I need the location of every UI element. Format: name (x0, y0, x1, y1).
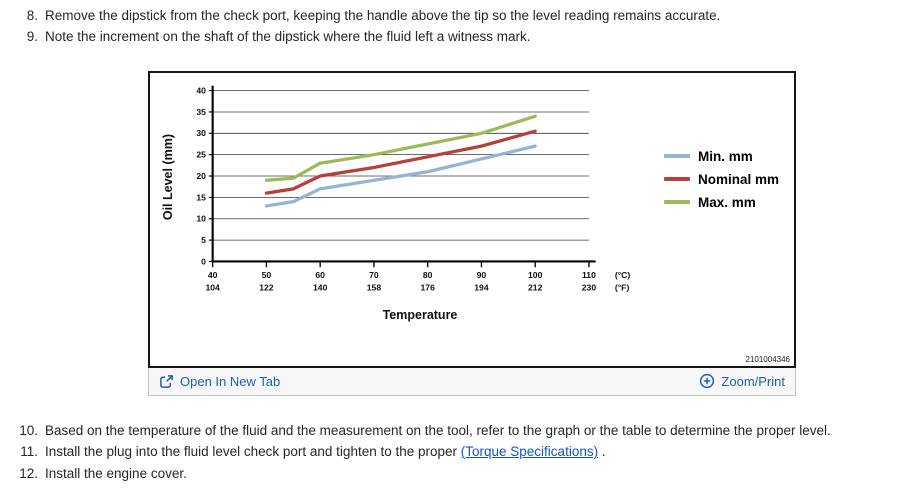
chart-panel: Oil Level (mm) 0 5 10 15 20 25 30 35 40 40 104 50 12… (148, 71, 796, 368)
legend-item: Min. mm (664, 149, 788, 164)
svg-text:110: 110 (582, 270, 596, 280)
legend-line-swatch (664, 154, 690, 159)
open-in-new-tab-label: Open In New Tab (180, 373, 281, 389)
instruction-text: Install the engine cover. (45, 465, 187, 481)
instruction-number: 9. (26, 28, 38, 44)
instruction-text: Remove the dipstick from the check port,… (45, 8, 721, 23)
legend-item: Nominal mm (664, 172, 788, 187)
instruction-number: 11. (20, 444, 38, 460)
legend-label: Nominal mm (698, 171, 780, 187)
open-in-new-tab-button[interactable]: Open In New Tab (159, 374, 280, 389)
svg-text:15: 15 (196, 192, 206, 202)
circle-plus-icon (699, 373, 715, 389)
svg-text:140: 140 (313, 282, 328, 292)
instructions-bottom: 10. Based on the temperature of the fluid… (12, 420, 898, 485)
svg-text:230: 230 (582, 282, 597, 292)
instruction-item: 11. Install the plug into the fluid level… (12, 441, 898, 463)
figure-id: 2101004346 (745, 354, 791, 364)
legend-line-swatch (664, 177, 690, 182)
chart-legend: Min. mm Nominal mm Max. mm (660, 81, 790, 322)
svg-text:50: 50 (262, 270, 272, 280)
svg-text:10: 10 (196, 214, 206, 224)
zoom-print-button[interactable]: Zoom/Print (699, 373, 785, 389)
svg-text:60: 60 (315, 270, 325, 280)
svg-text:5: 5 (201, 235, 206, 245)
svg-text:20: 20 (196, 171, 206, 181)
instruction-item: 8. Remove the dipstick from the check por… (12, 6, 898, 27)
figure-toolbar: Open In New Tab Zoom/Print (148, 367, 796, 396)
svg-text:122: 122 (259, 282, 274, 292)
svg-text:40: 40 (196, 85, 206, 95)
svg-text:80: 80 (423, 270, 433, 280)
svg-text:212: 212 (528, 282, 543, 292)
zoom-print-label: Zoom/Print (721, 373, 785, 389)
svg-text:176: 176 (420, 282, 435, 292)
svg-text:100: 100 (528, 270, 543, 280)
svg-text:104: 104 (205, 282, 220, 292)
open-in-new-tab-icon (159, 374, 174, 389)
svg-text:0: 0 (201, 256, 206, 266)
legend-label: Max. mm (698, 194, 756, 210)
svg-text:194: 194 (474, 282, 489, 292)
svg-text:30: 30 (196, 128, 206, 138)
svg-text:158: 158 (367, 282, 382, 292)
instruction-number: 8. (26, 8, 38, 23)
svg-text:40: 40 (208, 270, 218, 280)
figure-block: Oil Level (mm) 0 5 10 15 20 25 30 35 40 40 104 50 12… (148, 71, 796, 396)
instruction-text: Note the increment on the shaft of the d… (45, 28, 531, 44)
legend-item: Max. mm (664, 195, 788, 210)
y-axis-label-column: Oil Level (mm) (156, 81, 180, 322)
svg-text:25: 25 (196, 150, 206, 160)
svg-text:(°C): (°C) (615, 270, 631, 280)
instruction-item: 12. Install the engine cover. (12, 463, 898, 485)
svg-text:(°F): (°F) (615, 282, 630, 292)
oil-level-vs-temperature-chart: 0 5 10 15 20 25 30 35 40 40 104 50 122 60 140 70 158 80 17… (196, 85, 631, 292)
svg-text:35: 35 (196, 107, 206, 117)
instruction-item: 10. Based on the temperature of the fluid… (12, 420, 898, 442)
svg-text:90: 90 (477, 270, 487, 280)
instruction-number: 10. (19, 422, 38, 438)
instruction-text: Based on the temperature of the fluid an… (45, 422, 831, 438)
y-axis-label: Oil Level (mm) (161, 134, 175, 221)
legend-label: Min. mm (698, 148, 753, 164)
plot-column: 0 5 10 15 20 25 30 35 40 40 104 50 122 60 140 70 158 80 17… (180, 81, 660, 322)
chart-body: Oil Level (mm) 0 5 10 15 20 25 30 35 40 40 104 50 12… (156, 81, 790, 322)
instruction-item: 9. Note the increment on the shaft of the… (12, 27, 898, 48)
instruction-text: Install the plug into the fluid level ch… (45, 444, 606, 460)
instruction-number: 12. (19, 465, 38, 481)
torque-specifications-link[interactable]: (Torque Specifications) (460, 444, 599, 460)
legend-line-swatch (664, 200, 690, 205)
instructions-top: 8. Remove the dipstick from the check por… (12, 6, 898, 47)
svg-text:70: 70 (369, 270, 379, 280)
x-axis-label: Temperature (382, 307, 458, 322)
